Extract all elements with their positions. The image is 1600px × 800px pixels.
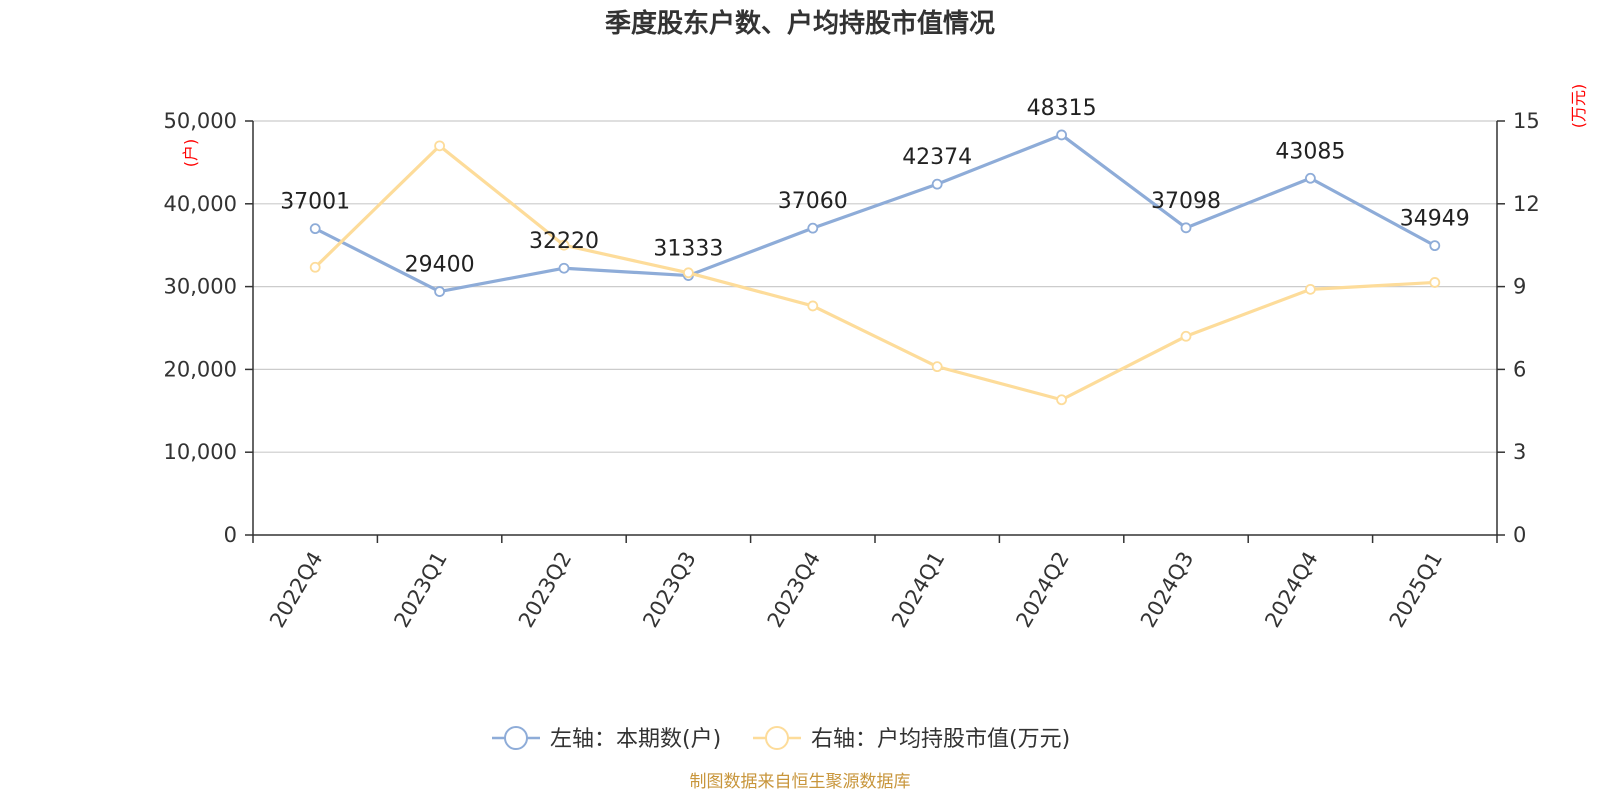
source-note: 制图数据来自恒生聚源数据库 xyxy=(690,772,911,792)
data-label: 43085 xyxy=(1275,139,1345,164)
series-1-point xyxy=(931,178,943,190)
series-line-1 xyxy=(314,133,1436,294)
series-line-2 xyxy=(314,144,1435,402)
series-2-point xyxy=(683,267,694,279)
series-2-point xyxy=(807,300,819,312)
series-1-point xyxy=(807,222,819,234)
left-axis-tick-label: 20,000 xyxy=(164,357,237,381)
x-axis-tick-label: 2024Q2 xyxy=(1011,548,1073,632)
left-axis-tick-label: 30,000 xyxy=(164,275,237,299)
left-axis-tick-label: 0 xyxy=(224,523,237,547)
right-axis-tick-label: 6 xyxy=(1513,357,1526,381)
x-axis-tick-label: 2023Q3 xyxy=(638,548,700,632)
x-axis-tick-label: 2023Q1 xyxy=(389,548,451,632)
series-2-point xyxy=(1429,277,1441,288)
x-axis-tick-label: 2024Q4 xyxy=(1260,548,1322,632)
chart-title: 季度股东户数、户均持股市值情况 xyxy=(605,8,995,39)
data-label: 34949 xyxy=(1400,207,1470,232)
right-axis-tick-label: 9 xyxy=(1513,275,1526,299)
x-axis-tick-label: 2023Q4 xyxy=(763,548,825,632)
data-label: 37098 xyxy=(1151,189,1221,214)
right-axis-ticks: 0 3 6 9 12 15 xyxy=(1513,109,1540,547)
series-2-point xyxy=(931,361,943,373)
right-axis-unit: (万元) xyxy=(1569,84,1588,129)
x-axis-tick-label: 2022Q4 xyxy=(265,548,327,632)
x-axis-tick-label: 2024Q3 xyxy=(1136,548,1198,632)
right-axis-tick-label: 12 xyxy=(1513,192,1540,216)
series-2-point xyxy=(1056,394,1067,406)
left-axis-tick-label: 10,000 xyxy=(164,440,237,464)
x-axis-tick-label: 2023Q2 xyxy=(514,548,576,632)
series-2-point xyxy=(434,140,446,152)
legend-marker-icon xyxy=(504,726,528,750)
x-axis-tick-label: 2025Q1 xyxy=(1385,548,1447,632)
series-2-point xyxy=(1305,283,1316,295)
x-axis-tick-label: 2024Q1 xyxy=(887,547,949,631)
series-lines xyxy=(309,129,1441,406)
left-axis-tick-label: 40,000 xyxy=(164,192,237,216)
data-label: 37001 xyxy=(280,190,350,215)
series-1-point xyxy=(1429,240,1441,252)
legend-label: 右轴：户均持股市值(万元) xyxy=(811,727,1070,752)
data-labels: 37001 29400 32220 31333 37060 42374 48315 37098… xyxy=(280,96,1470,278)
left-axis-ticks: 0 10,000 20,000 30,000 40,000 50,000 xyxy=(164,109,237,547)
right-axis-tick-label: 3 xyxy=(1513,440,1526,464)
series-2-point xyxy=(309,261,321,273)
series-1-point xyxy=(1056,129,1067,141)
left-axis-unit: (户) xyxy=(181,139,200,168)
x-axis-ticks: 2022Q4 2023Q1 2023Q2 2023Q3 2023Q4 2024Q1 2024… xyxy=(265,547,1447,631)
data-label: 32220 xyxy=(529,229,599,254)
axes xyxy=(245,120,1505,543)
series-1-point xyxy=(1305,172,1316,184)
legend-marker-icon xyxy=(765,726,789,750)
data-label: 29400 xyxy=(405,253,475,278)
legend-label: 左轴：本期数(户) xyxy=(550,727,721,752)
left-axis-tick-label: 50,000 xyxy=(164,109,237,133)
right-axis-tick-label: 0 xyxy=(1513,523,1526,547)
data-label: 42374 xyxy=(902,145,972,170)
legend[interactable]: 左轴：本期数(户) 右轴：户均持股市值(万元) xyxy=(492,726,1070,752)
series-1-point xyxy=(1180,222,1192,234)
data-label: 31333 xyxy=(653,237,723,262)
series-1-point xyxy=(434,286,446,297)
data-label: 37060 xyxy=(778,189,848,214)
series-2-point xyxy=(558,239,570,251)
series-1-point xyxy=(309,223,321,235)
right-axis-tick-label: 15 xyxy=(1513,109,1540,133)
series-1-point xyxy=(558,262,570,274)
data-label: 48315 xyxy=(1027,96,1097,121)
series-2-point xyxy=(1180,330,1192,342)
